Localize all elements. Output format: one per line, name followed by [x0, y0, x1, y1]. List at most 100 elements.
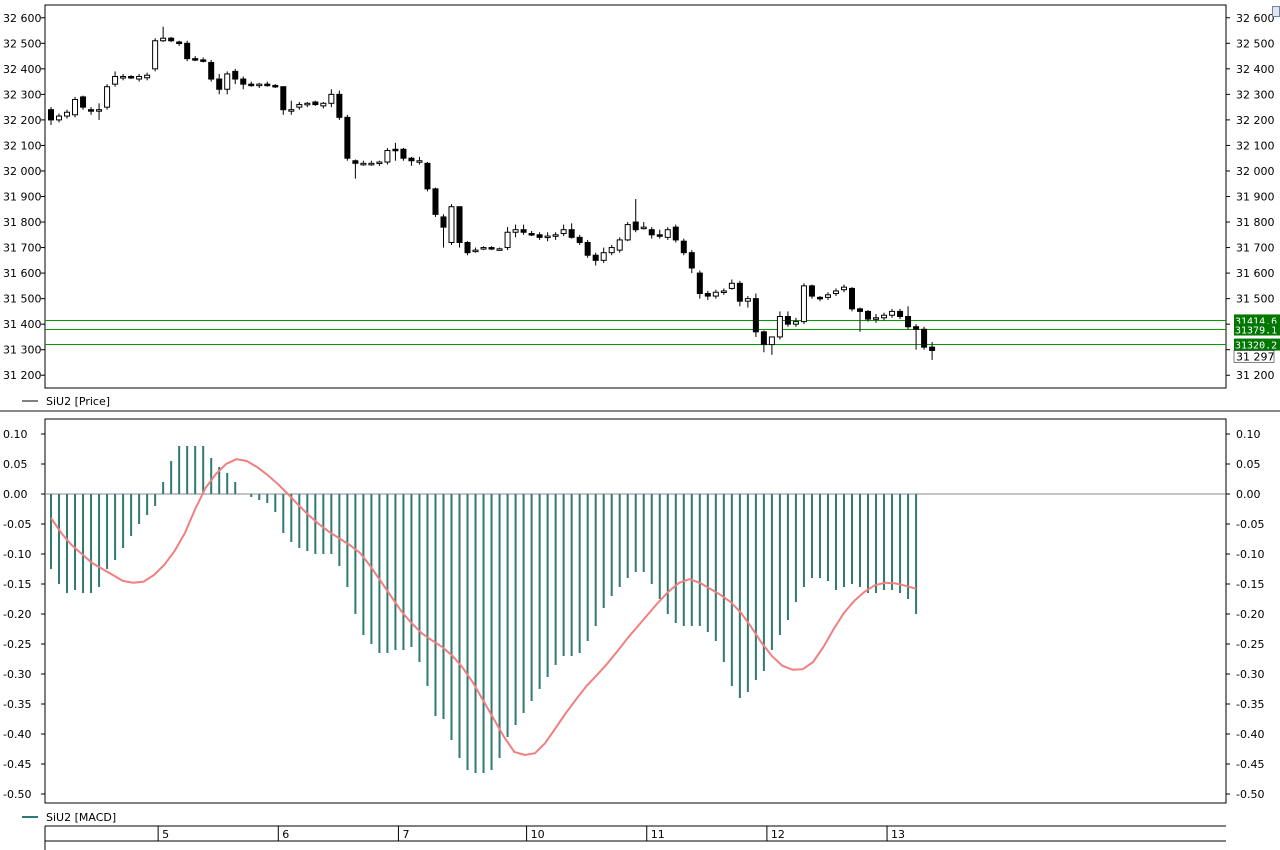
- candle-down: [680, 240, 687, 254]
- price-axis-label-left: 32 000: [3, 165, 42, 178]
- macd-axis-label-right: -0.15: [1236, 578, 1264, 591]
- macd-legend-label: SiU2 [MACD]: [46, 811, 116, 824]
- candle-up: [624, 224, 631, 241]
- candle-down: [336, 93, 343, 118]
- price-axis-label-right: 31 900: [1236, 191, 1275, 204]
- candle-down: [408, 157, 415, 162]
- candle-down: [632, 221, 639, 231]
- candle-up: [224, 73, 231, 90]
- candle-up: [712, 291, 719, 297]
- macd-axis-label-right: -0.40: [1236, 728, 1264, 741]
- candle-down: [760, 331, 767, 346]
- price-axis-label-right: 31 600: [1236, 267, 1275, 280]
- macd-axis-label-right: -0.05: [1236, 518, 1264, 531]
- candle-down: [168, 37, 175, 42]
- candle-up: [889, 310, 896, 316]
- candle-down: [736, 282, 743, 302]
- candle-down: [849, 287, 855, 310]
- price-legend-label: SiU2 [Price]: [46, 395, 110, 408]
- date-axis-label: 10: [531, 828, 545, 841]
- macd-axis-label-right: -0.25: [1236, 638, 1264, 651]
- price-axis-label-left: 31 200: [3, 369, 42, 382]
- candle-up: [376, 161, 383, 165]
- price-axis-label-right: 32 400: [1236, 63, 1275, 76]
- candle-up: [768, 336, 775, 346]
- candle-up: [776, 316, 783, 338]
- candle-down: [913, 326, 920, 330]
- macd-axis-label-right: -0.45: [1236, 758, 1264, 771]
- candle-up: [544, 235, 551, 239]
- candle-down: [424, 162, 431, 190]
- candle-up: [320, 102, 327, 107]
- candle-up: [136, 75, 143, 80]
- price-panel-frame: [44, 4, 1227, 389]
- candle-up: [64, 111, 71, 117]
- candle-up: [384, 150, 391, 163]
- candle-down: [192, 58, 199, 61]
- price-level-tag-text: 31379.1: [1235, 326, 1277, 337]
- candle-up: [600, 252, 607, 261]
- last-price-tag-text: 31 297: [1236, 350, 1275, 363]
- scroll-up-button[interactable]: [1272, 6, 1280, 17]
- macd-axis-label-left: -0.25: [3, 638, 31, 651]
- date-axis-label: 12: [771, 828, 785, 841]
- candle-down: [232, 70, 239, 80]
- candle-down: [929, 346, 936, 351]
- candle-up: [416, 160, 423, 163]
- candle-down: [584, 241, 591, 256]
- candle-up: [72, 98, 79, 116]
- candle-up: [448, 206, 455, 243]
- candle-down: [704, 293, 711, 297]
- candle-down: [352, 160, 359, 164]
- macd-axis-label-left: -0.40: [3, 728, 31, 741]
- candle-up: [472, 249, 479, 253]
- macd-panel-frame: [44, 418, 1227, 804]
- price-axis-label-right: 32 500: [1236, 37, 1275, 50]
- price-axis-label-left: 32 300: [3, 88, 42, 101]
- macd-axis-label-right: -0.10: [1236, 548, 1264, 561]
- candle-down: [520, 229, 527, 233]
- price-axis-label-left: 31 500: [3, 293, 42, 306]
- price-axis-label-left: 32 600: [3, 12, 42, 25]
- macd-axis-label-right: -0.50: [1236, 788, 1264, 801]
- macd-axis-label-left: 0.10: [3, 428, 28, 441]
- candle-up: [728, 282, 735, 289]
- candle-down: [128, 75, 135, 79]
- candle-down: [456, 206, 463, 243]
- candle-down: [688, 252, 695, 269]
- macd-axis-label-right: 0.05: [1236, 458, 1261, 471]
- candle-up: [512, 229, 519, 233]
- price-axis-label-left: 31 800: [3, 216, 42, 229]
- candle-up: [744, 298, 751, 302]
- candle-up: [792, 321, 799, 325]
- price-axis-label-left: 32 100: [3, 139, 42, 152]
- candle-down: [216, 78, 223, 90]
- candle-up: [288, 109, 295, 112]
- date-axis-label: 13: [891, 828, 905, 841]
- candle-up: [608, 247, 615, 254]
- macd-axis-label-left: -0.35: [3, 698, 31, 711]
- candle-down: [312, 101, 319, 106]
- candle-down: [464, 241, 471, 254]
- candle-down: [440, 216, 447, 228]
- candle-down: [568, 229, 575, 238]
- candle-down: [240, 78, 247, 85]
- price-level-tag-text: 31414.6: [1235, 316, 1277, 327]
- candle-up: [152, 40, 159, 70]
- candle-down: [208, 61, 215, 80]
- candle-up: [120, 75, 127, 79]
- candle-up: [504, 231, 511, 249]
- candle-down: [816, 296, 823, 300]
- candle-down: [184, 42, 191, 60]
- macd-axis-label-right: -0.20: [1236, 608, 1264, 621]
- candle-down: [672, 226, 679, 241]
- candle-up: [552, 234, 559, 237]
- price-axis-label-right: 32 000: [1236, 165, 1275, 178]
- macd-axis-label-left: -0.15: [3, 578, 31, 591]
- price-axis-label-left: 32 200: [3, 114, 42, 127]
- candle-up: [881, 314, 888, 319]
- price-axis-label-left: 31 300: [3, 344, 42, 357]
- candle-down: [897, 310, 904, 318]
- macd-axis-label-left: -0.30: [3, 668, 31, 681]
- candle-up: [840, 286, 847, 291]
